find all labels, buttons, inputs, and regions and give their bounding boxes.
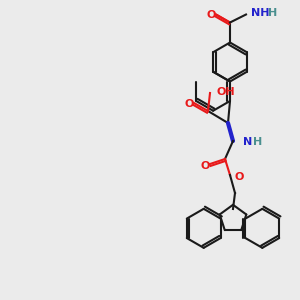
Text: O: O: [200, 161, 210, 171]
Text: O: O: [206, 10, 216, 20]
Text: O: O: [184, 99, 194, 109]
Text: H: H: [268, 8, 277, 19]
Text: H: H: [253, 137, 262, 147]
Text: NH: NH: [251, 8, 269, 19]
Text: OH: OH: [217, 87, 236, 97]
Text: N: N: [243, 137, 252, 147]
Text: O: O: [235, 172, 244, 182]
